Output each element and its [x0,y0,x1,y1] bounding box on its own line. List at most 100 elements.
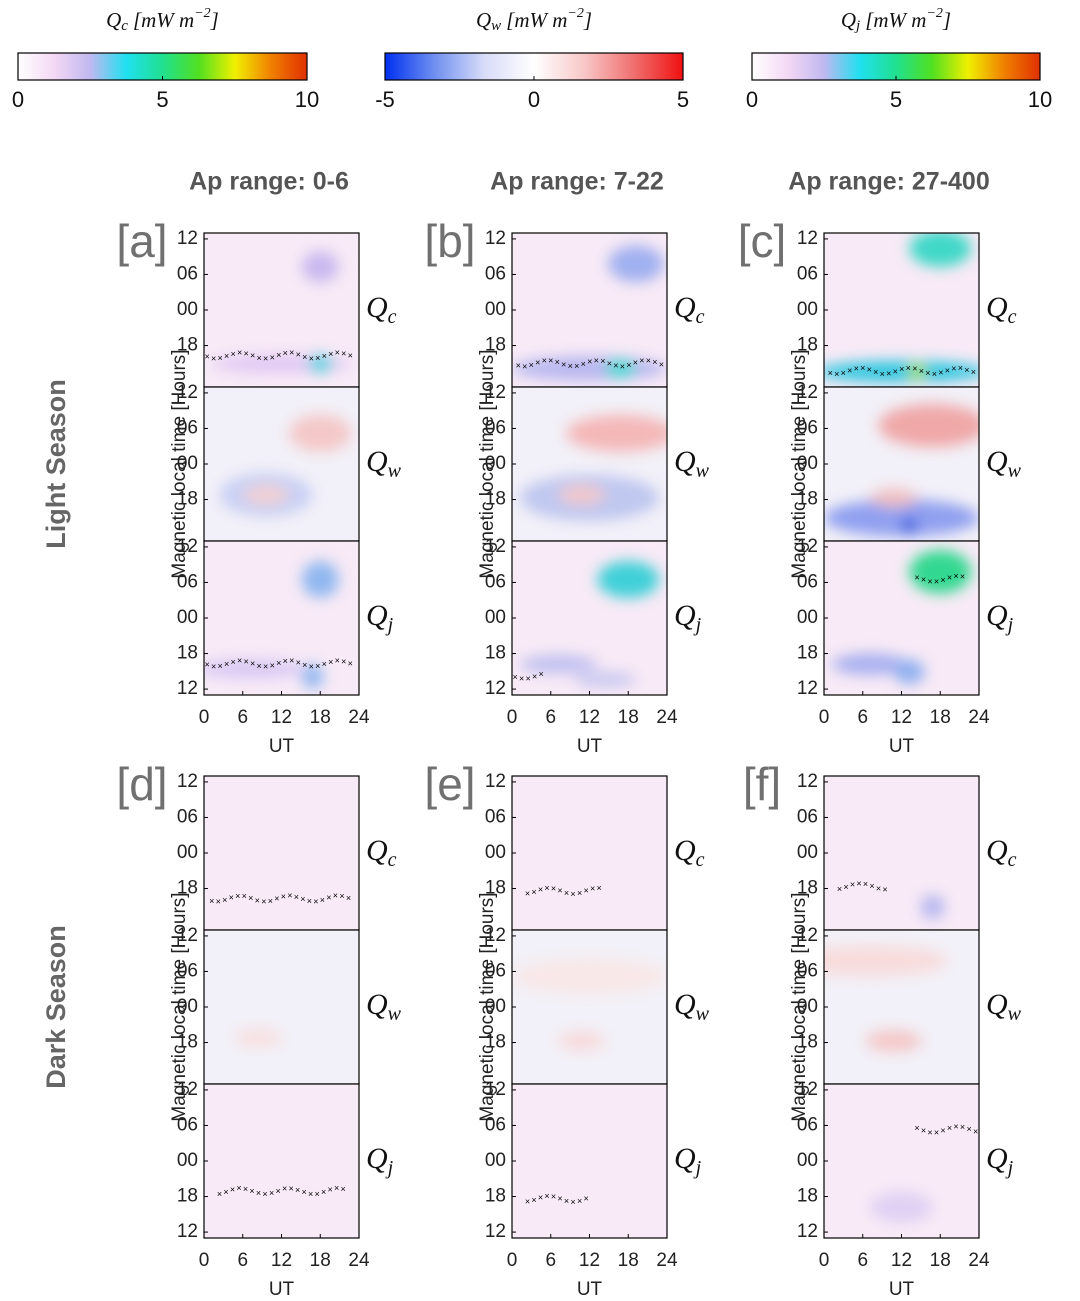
sub: w [388,1003,402,1025]
quantity-label: Qw [366,445,402,482]
cross: × [326,892,331,902]
y-tick-label: 06 [177,806,198,827]
blob [597,561,660,598]
y-tick-label: 06 [485,960,506,981]
heatmap-base [204,776,359,930]
heatmap [824,387,979,541]
cross: × [217,1189,222,1199]
blob [870,488,917,508]
cross: × [932,369,937,379]
cross: × [882,884,887,894]
y-tick-label: 12 [485,536,506,557]
colorbar [17,52,308,81]
heatmap: × × × × × × × × × × [512,1084,667,1238]
symbol: Q [366,599,388,632]
y-tick-label: 18 [485,335,506,356]
x-axis-label: UT [577,1279,603,1300]
cross: × [544,1191,549,1201]
cross: × [281,891,286,901]
blob [824,945,948,977]
x-tick-label: 24 [968,707,990,728]
cross: × [525,674,530,684]
quantity-label: Qw [986,445,1022,482]
cross: × [958,363,963,373]
cross: × [270,660,275,670]
x-tick-label: 6 [545,1250,556,1271]
cross: × [335,348,340,358]
cross: × [243,1184,248,1194]
cross: × [873,367,878,377]
y-tick-label: 06 [797,1114,818,1135]
cross: × [828,368,833,378]
cross: × [339,891,344,901]
heatmap-base [824,776,979,930]
y-tick-label: 18 [177,1186,198,1207]
y-tick-label: 06 [177,1114,198,1135]
cross: × [659,360,664,370]
cross: × [276,350,281,360]
y-axis-label: Magnetic local time [Hours] [477,349,498,578]
y-tick-label: 12 [177,536,198,557]
panel-label: [d] [116,758,167,810]
sub: j [385,1157,394,1179]
x-tick-label: 24 [968,1250,990,1271]
cross: × [921,575,926,585]
x-tick-label: 12 [271,1250,292,1271]
cross: × [257,661,262,671]
cross: × [262,1189,267,1199]
cross: × [230,1185,235,1195]
sub: c [388,306,397,328]
colorbar-tick-label: 10 [1028,87,1052,112]
sub: w [696,460,710,482]
cross: × [557,1194,562,1204]
quantity-label: Qj [986,599,1014,636]
panel-label: [b] [424,215,475,267]
cross: × [295,1185,300,1195]
colorbar [384,52,684,81]
heatmap-base [204,1084,359,1238]
cross: × [919,366,924,376]
cross: × [341,1184,346,1194]
cross: × [850,880,855,890]
cross: × [335,656,340,666]
heatmap: × × × × × × × × × × [824,1084,979,1238]
y-tick-label: 12 [485,771,506,792]
colorbar-tick-label: 5 [156,87,168,112]
y-tick-label: 06 [797,417,818,438]
blob [307,354,333,374]
sub: j [693,1157,702,1179]
cross: × [525,1197,530,1207]
y-tick-label: 12 [797,228,818,249]
colorbar [751,52,1041,81]
panel-label: [f] [743,758,781,810]
cross: × [302,660,307,670]
cross: × [237,656,242,666]
cross: × [947,1123,952,1133]
cross: × [973,1127,978,1137]
blob [301,251,339,283]
heatmap [204,387,359,541]
cross: × [577,888,582,898]
y-tick-label: 18 [177,335,198,356]
cross: × [646,355,651,365]
x-tick-label: 12 [579,707,600,728]
blob [824,360,979,383]
blob [301,561,339,598]
cross: × [346,893,351,903]
cross: × [555,357,560,367]
cross: × [542,356,547,366]
y-tick-label: 00 [485,996,506,1017]
x-tick-label: 6 [857,707,868,728]
y-tick-label: 00 [485,453,506,474]
y-tick-label: 12 [485,678,506,699]
sub: c [696,306,705,328]
cross: × [516,360,521,370]
symbol: Q [674,291,696,324]
cross: × [551,1191,556,1201]
y-tick-label: 12 [797,678,818,699]
y-tick-label: 06 [797,571,818,592]
symbol: Q [106,8,121,32]
y-tick-label: 06 [177,571,198,592]
cross: × [276,658,281,668]
